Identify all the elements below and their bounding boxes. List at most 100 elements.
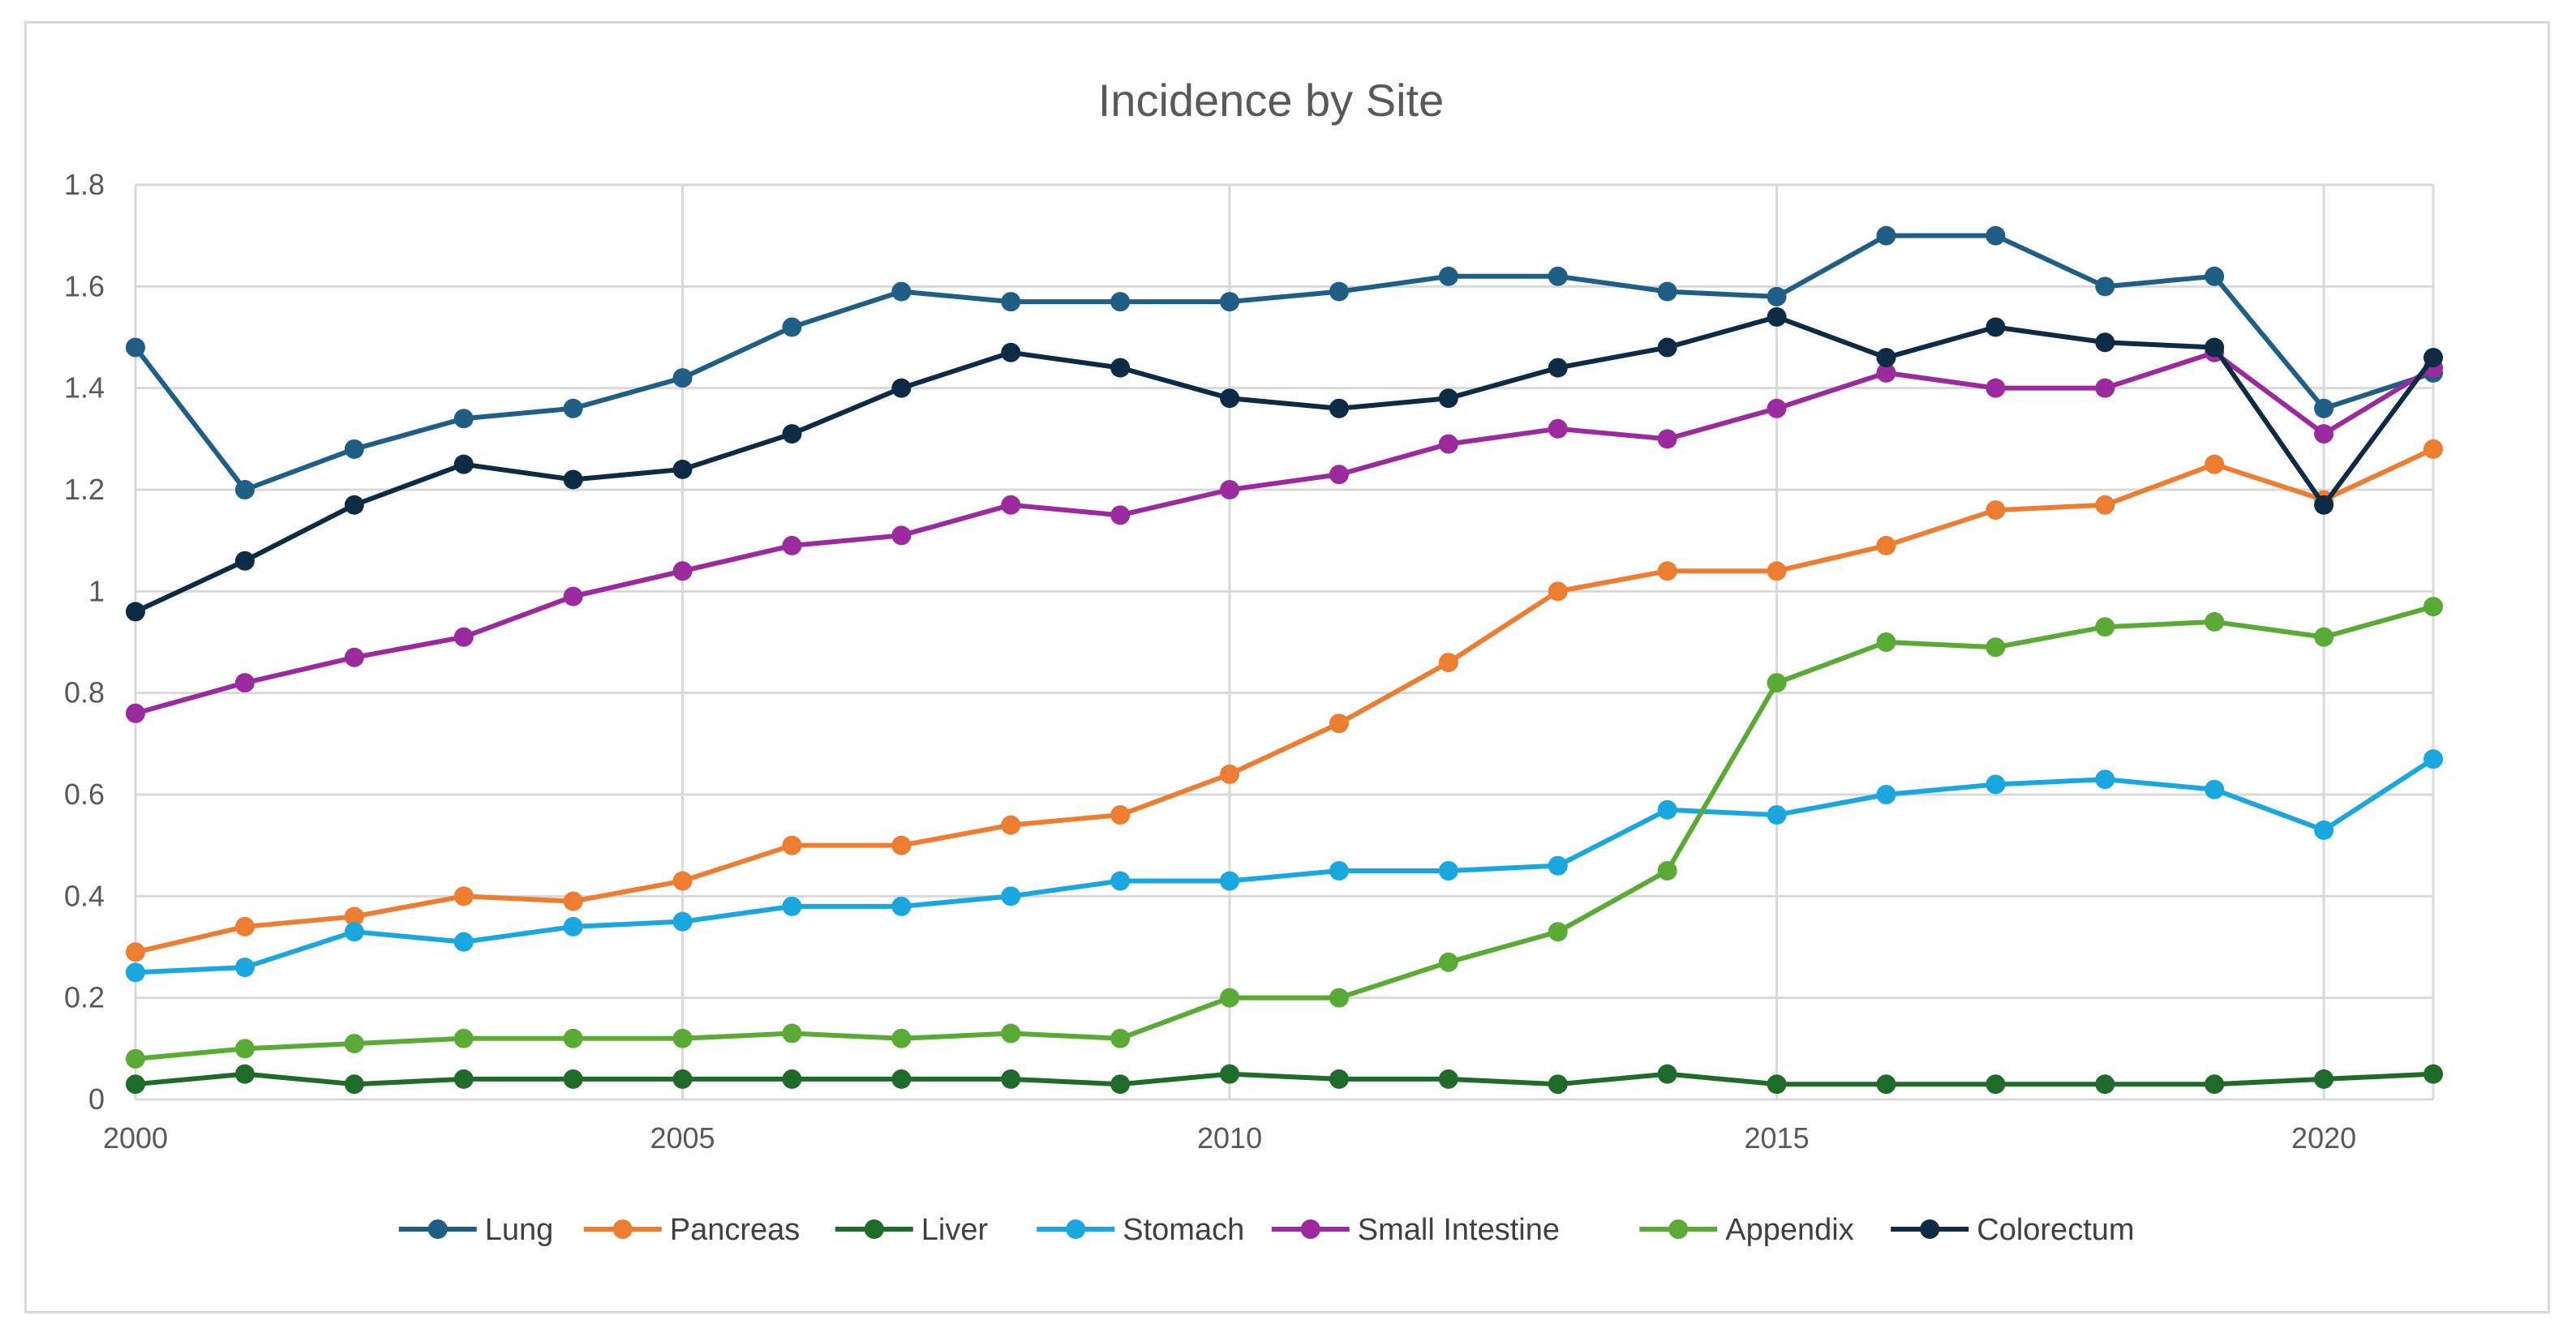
- data-point-lung: [1220, 292, 1240, 312]
- data-point-appendix: [2205, 611, 2225, 632]
- series-lung: [126, 225, 2443, 499]
- data-point-pancreas: [563, 891, 583, 911]
- data-point-small-intestine: [1110, 505, 1131, 525]
- data-point-liver: [891, 1069, 912, 1089]
- series-liver: [126, 1064, 2443, 1095]
- data-point-small-intestine: [1438, 434, 1458, 454]
- data-point-liver: [344, 1074, 364, 1095]
- data-point-liver: [1986, 1074, 2006, 1095]
- data-point-pancreas: [1986, 500, 2006, 521]
- data-point-lung: [1876, 225, 1896, 246]
- data-point-appendix: [1657, 861, 1677, 881]
- data-point-pancreas: [782, 835, 802, 855]
- series-pancreas: [126, 439, 2443, 962]
- data-point-appendix: [126, 1048, 145, 1069]
- legend-swatch-marker: [1920, 1219, 1940, 1239]
- data-point-stomach: [1220, 871, 1240, 891]
- series-stomach: [126, 749, 2443, 983]
- data-point-appendix: [563, 1028, 583, 1048]
- data-point-colorectum: [782, 424, 802, 444]
- data-point-small-intestine: [126, 703, 145, 723]
- data-point-small-intestine: [234, 673, 255, 693]
- data-point-stomach: [2314, 820, 2334, 840]
- data-point-liver: [1657, 1064, 1677, 1084]
- data-point-appendix: [1767, 673, 1787, 693]
- legend-label: Stomach: [1123, 1213, 1244, 1247]
- legend-label: Lung: [485, 1213, 554, 1247]
- legend-item-pancreas: Pancreas: [583, 1213, 800, 1247]
- y-tick-label: 0: [88, 1082, 105, 1116]
- series-appendix: [126, 597, 2443, 1069]
- data-point-liver: [782, 1069, 802, 1089]
- data-point-appendix: [1220, 988, 1240, 1008]
- y-tick-label: 1.2: [64, 473, 105, 506]
- data-point-small-intestine: [2314, 424, 2334, 444]
- data-point-colorectum: [1110, 358, 1131, 378]
- data-point-small-intestine: [1001, 495, 1021, 515]
- data-point-appendix: [234, 1039, 255, 1059]
- data-point-stomach: [1876, 785, 1896, 804]
- legend-swatch-marker: [427, 1219, 448, 1239]
- data-point-small-intestine: [672, 561, 693, 581]
- series-line-stomach: [135, 756, 2435, 975]
- data-point-stomach: [1001, 886, 1021, 906]
- data-point-colorectum: [126, 602, 145, 622]
- data-point-small-intestine: [1657, 429, 1677, 449]
- data-point-stomach: [1657, 799, 1677, 820]
- data-point-colorectum: [2314, 495, 2334, 515]
- data-point-pancreas: [1657, 561, 1677, 581]
- data-point-lung: [1438, 266, 1458, 286]
- data-point-pancreas: [1438, 653, 1458, 673]
- legend: Lung Pancreas Liver Stomach Small Intestine A…: [398, 1213, 2135, 1247]
- series-line-appendix: [135, 604, 2434, 1061]
- data-point-pancreas: [126, 942, 145, 962]
- data-point-lung: [2205, 266, 2225, 286]
- data-point-liver: [1329, 1069, 1349, 1089]
- data-point-stomach: [782, 896, 802, 916]
- y-tick-label: 0.8: [64, 676, 105, 709]
- data-point-small-intestine: [344, 647, 364, 667]
- data-point-colorectum: [1767, 306, 1787, 327]
- data-point-stomach: [1329, 861, 1349, 881]
- data-point-stomach: [453, 932, 474, 952]
- data-point-pancreas: [453, 886, 474, 906]
- data-point-lung: [672, 368, 693, 388]
- data-point-stomach: [1767, 805, 1787, 825]
- y-tick-label: 1.4: [64, 371, 105, 405]
- data-point-stomach: [1110, 871, 1131, 891]
- y-tick-label: 1.6: [64, 269, 105, 302]
- data-point-colorectum: [1001, 342, 1021, 362]
- gridlines: [134, 183, 2435, 1101]
- x-tick-label: 2000: [103, 1121, 168, 1155]
- data-point-appendix: [891, 1028, 912, 1048]
- y-tick-label: 0.6: [64, 778, 105, 811]
- data-point-small-intestine: [1548, 418, 1568, 439]
- data-point-small-intestine: [1767, 398, 1787, 418]
- legend-label: Colorectum: [1977, 1213, 2134, 1247]
- data-point-liver: [1110, 1074, 1131, 1095]
- data-point-colorectum: [1548, 358, 1568, 378]
- data-point-liver: [234, 1064, 255, 1084]
- data-point-colorectum: [891, 378, 912, 398]
- data-point-appendix: [1438, 952, 1458, 972]
- data-point-liver: [1001, 1069, 1021, 1089]
- data-point-appendix: [2314, 627, 2334, 647]
- data-point-pancreas: [344, 906, 364, 927]
- y-tick-label: 1.8: [64, 168, 105, 201]
- y-tick-label: 1: [88, 574, 105, 607]
- series-line-liver: [135, 1071, 2434, 1087]
- legend-label: Appendix: [1725, 1213, 1853, 1247]
- x-tick-label: 2005: [650, 1121, 715, 1155]
- data-point-liver: [2424, 1064, 2443, 1084]
- data-point-appendix: [1876, 632, 1896, 652]
- data-point-pancreas: [1329, 713, 1349, 734]
- data-point-small-intestine: [453, 627, 474, 647]
- data-point-colorectum: [1876, 348, 1896, 368]
- data-point-pancreas: [1548, 581, 1568, 602]
- data-point-appendix: [344, 1034, 364, 1054]
- data-point-liver: [1767, 1074, 1787, 1095]
- line-chart: Incidence by Site 0 0.2 0.4 0.6 0.8 1 1.2 1.4 1.…: [64, 75, 2443, 1247]
- data-point-colorectum: [1438, 388, 1458, 409]
- data-point-lung: [1001, 292, 1021, 312]
- data-point-pancreas: [2424, 439, 2443, 459]
